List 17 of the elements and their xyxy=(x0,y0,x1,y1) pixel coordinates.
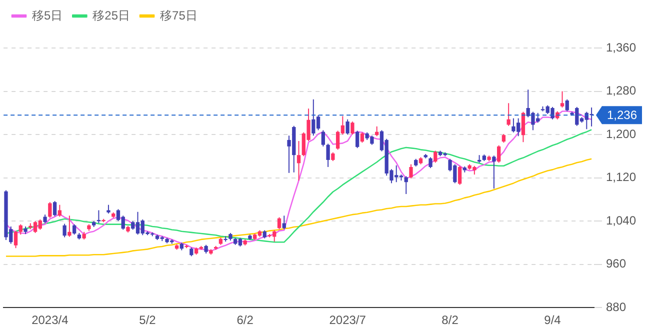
y-tick-label: 1,360 xyxy=(606,40,636,54)
y-tick-label: 1,280 xyxy=(606,84,636,98)
y-tick-label: 1,040 xyxy=(606,213,636,228)
x-tick-label: 2023/7 xyxy=(329,313,366,328)
x-tick-label: 5/2 xyxy=(139,313,156,328)
x-tick-label: 9/4 xyxy=(544,313,562,328)
legend-label: 移25日 xyxy=(92,8,130,22)
y-tick-label: 1,200 xyxy=(606,126,636,141)
ref-line-label: 1,236 xyxy=(606,108,638,122)
legend-label: 移5日 xyxy=(32,8,63,22)
x-tick-label: 2023/4 xyxy=(32,313,69,328)
y-tick-label: 880 xyxy=(606,300,626,314)
legend-label: 移75日 xyxy=(160,8,198,22)
x-tick-label: 6/2 xyxy=(236,313,254,328)
y-tick-label: 1,120 xyxy=(606,170,636,184)
y-tick-label: 960 xyxy=(606,256,626,271)
x-tick-label: 8/2 xyxy=(442,313,459,328)
